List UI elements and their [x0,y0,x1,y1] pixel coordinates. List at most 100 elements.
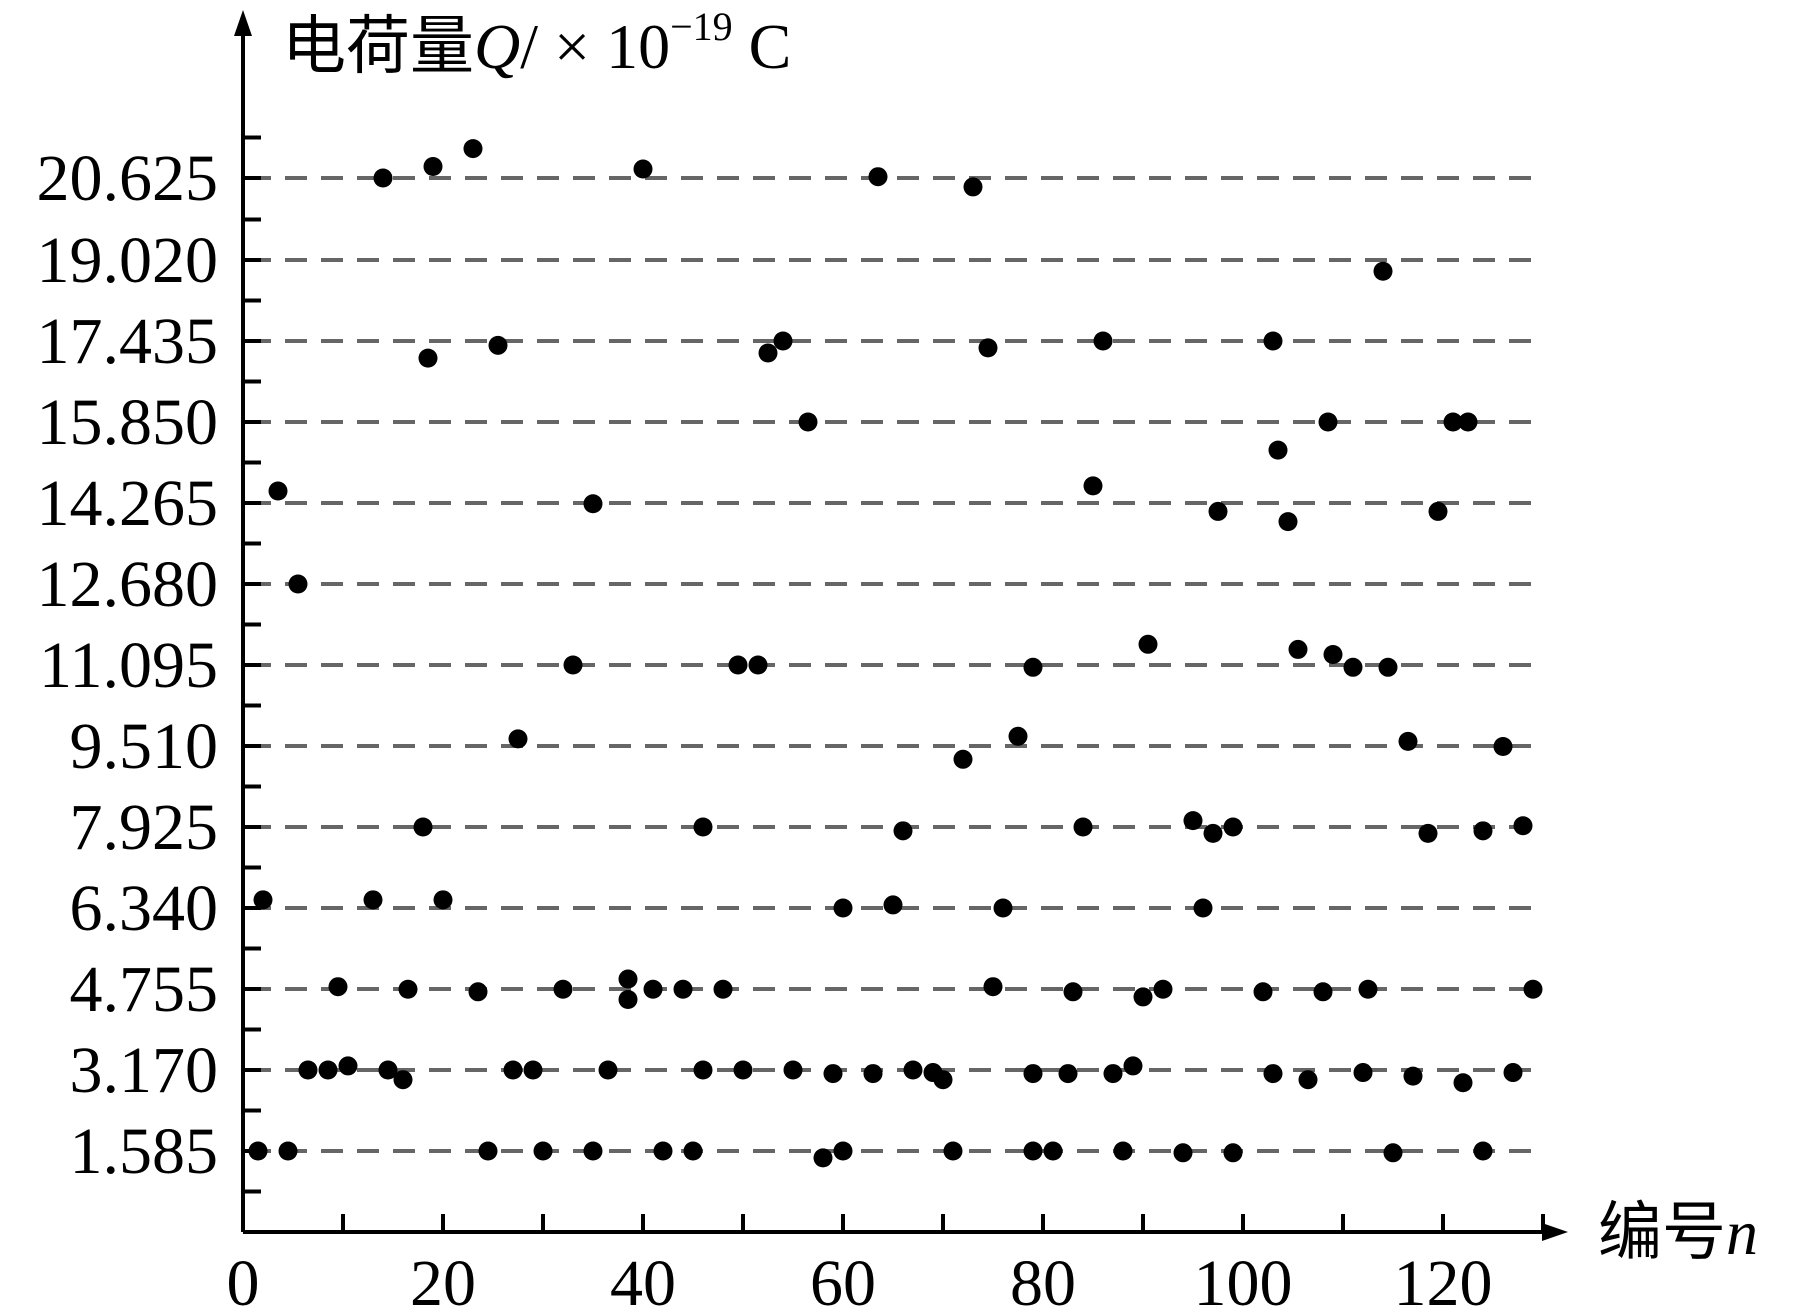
data-point [1058,1064,1078,1084]
y-ticks: 1.585 3.170 4.755 6.340 7.925 9.510 11.095 12.6… [37,135,261,1194]
y-tick-label: 7.925 [70,791,219,864]
data-point [643,979,663,999]
data-point [1113,1141,1133,1161]
data-point [833,1141,853,1161]
data-point [618,969,638,989]
data-point [1418,823,1438,843]
data-point [1263,1064,1283,1084]
data-point [693,817,713,837]
data-point [1323,645,1343,665]
data-point [508,729,528,749]
data-point [1103,1064,1123,1084]
data-point [868,167,888,187]
data-point [523,1060,543,1080]
data-point [1208,501,1228,521]
data-point [653,1141,673,1161]
data-point [1403,1066,1423,1086]
y-tick-label: 19.020 [37,224,219,297]
data-point [268,481,288,501]
data-point [1008,726,1028,746]
y-tick-label: 11.095 [39,629,218,702]
x-tick-label: 20 [410,1247,476,1314]
data-point [1473,821,1493,841]
data-point [418,348,438,368]
data-point [1278,512,1298,532]
data-point [423,156,443,176]
data-point [728,655,748,675]
data-point [1073,817,1093,837]
data-point [673,979,693,999]
x-tick-label: 60 [810,1247,876,1314]
data-point [1343,657,1363,677]
x-tick-label: 80 [1010,1247,1076,1314]
data-point [1473,1141,1493,1161]
data-point [683,1141,703,1161]
data-point [553,979,573,999]
data-point [248,1141,268,1161]
x-tick-label: 100 [1194,1247,1293,1314]
data-point [1133,987,1153,1007]
y-tick-label: 4.755 [70,953,219,1026]
data-point [1493,737,1513,757]
data-point [1443,412,1463,432]
data-point [373,168,393,188]
data-point [903,1060,923,1080]
data-point [813,1148,833,1168]
data-point [713,979,733,999]
data-point [398,979,418,999]
data-point [378,1060,398,1080]
data-point [983,977,1003,997]
data-point [633,159,653,179]
data-point [463,139,483,159]
data-point [1318,412,1338,432]
data-point [883,895,903,915]
data-point [1378,657,1398,677]
data-point [1288,639,1308,659]
data-point [413,817,433,837]
data-point [1523,979,1543,999]
axes [234,10,1568,1241]
data-point [1503,1063,1523,1083]
x-ticks: 0 20 40 60 80 100 120 [227,1214,1545,1314]
data-point [503,1060,523,1080]
data-point [363,890,383,910]
data-point [1263,331,1283,351]
data-point [1398,731,1418,751]
y-tick-label: 3.170 [70,1034,219,1107]
y-axis-title: 电荷量Q/ × 10−19 C [282,4,791,82]
data-point [1023,1141,1043,1161]
y-tick-label: 1.585 [70,1115,219,1188]
data-point [318,1060,338,1080]
data-points [248,139,1543,1168]
data-point [583,1141,603,1161]
data-point [943,1141,963,1161]
data-point [393,1070,413,1090]
y-axis-arrow [234,10,252,36]
data-point [338,1056,358,1076]
data-point [1173,1143,1193,1163]
data-point [893,821,913,841]
data-point [1223,817,1243,837]
x-tick-label: 0 [227,1247,260,1314]
data-point [1193,898,1213,918]
data-point [298,1060,318,1080]
x-tick-label: 40 [610,1247,676,1314]
data-point [563,655,583,675]
data-point [863,1064,883,1084]
data-point [833,898,853,918]
data-point [1123,1056,1143,1076]
data-point [953,749,973,769]
x-axis-arrow [1542,1223,1568,1241]
data-point [1203,823,1223,843]
data-point [1093,331,1113,351]
data-point [533,1141,553,1161]
data-point [1253,982,1273,1002]
data-point [693,1060,713,1080]
data-point [1023,657,1043,677]
data-point [278,1141,298,1161]
y-tick-label: 6.340 [70,872,219,945]
data-point [798,412,818,432]
data-point [598,1060,618,1080]
